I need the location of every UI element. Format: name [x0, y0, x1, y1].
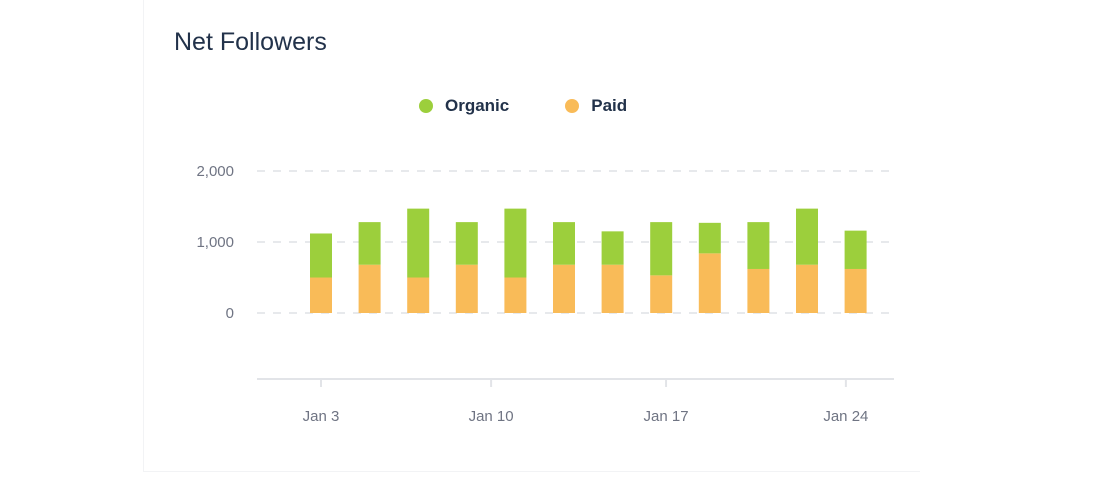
x-axis: Jan 3 Jan 10 Jan 17 Jan 24	[257, 378, 894, 425]
x-tick-label: Jan 24	[823, 408, 868, 425]
bar-organic	[844, 230, 867, 269]
bar-chart: 0 1,000 2,000 Jan 3 Jan 10 Jan 17 Jan 24	[196, 163, 894, 425]
bar-paid	[407, 277, 430, 313]
bar-paid	[553, 264, 575, 313]
bar-organic	[698, 222, 721, 254]
legend-paid-dot	[565, 99, 580, 113]
bars	[310, 208, 867, 313]
legend-paid-label: Paid	[591, 96, 628, 115]
bar-paid	[650, 275, 673, 313]
bar-organic	[310, 233, 332, 278]
bar-organic	[650, 222, 673, 276]
net-followers-card: Net Followers Organic Paid 0 1,000 2,000 J…	[143, 0, 920, 472]
bar-organic	[601, 231, 624, 265]
x-tick-label: Jan 17	[644, 408, 689, 425]
bar-organic	[796, 208, 818, 265]
legend-organic-label: Organic	[445, 96, 510, 115]
bar-organic	[358, 222, 381, 265]
bar-paid	[358, 264, 381, 313]
chart-legend: Organic Paid	[419, 96, 627, 116]
bar-paid	[601, 264, 624, 313]
y-tick-label: 1,000	[196, 234, 234, 251]
y-tick-label: 2,000	[196, 163, 234, 180]
bar-paid	[747, 268, 770, 313]
x-tick-label: Jan 3	[303, 408, 340, 425]
grid-layer	[257, 170, 894, 314]
bar-organic	[553, 222, 575, 265]
bar-paid	[698, 253, 721, 313]
legend-item-organic[interactable]: Organic	[419, 96, 509, 116]
y-tick-label: 0	[226, 305, 234, 322]
legend-organic-dot	[419, 99, 433, 113]
bar-paid	[844, 268, 867, 313]
bar-paid	[796, 264, 818, 313]
bar-paid	[455, 264, 478, 313]
bar-paid	[310, 277, 332, 313]
bar-paid	[504, 277, 527, 313]
card-title: Net Followers	[174, 28, 327, 56]
bar-organic	[455, 222, 478, 265]
bar-organic	[504, 208, 527, 278]
x-tick-label: Jan 10	[469, 408, 514, 425]
legend-item-paid[interactable]: Paid	[565, 96, 627, 116]
y-axis-ticks: 0 1,000 2,000	[196, 163, 234, 322]
bar-organic	[407, 208, 430, 278]
bar-organic	[747, 222, 770, 269]
